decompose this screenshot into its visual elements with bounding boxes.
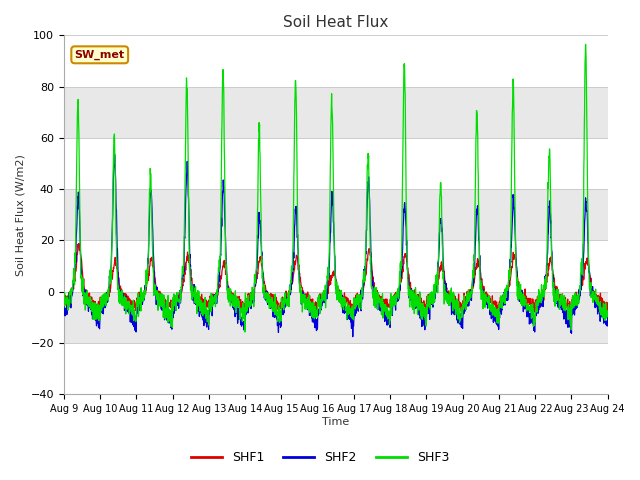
X-axis label: Time: Time	[322, 417, 349, 427]
Legend: SHF1, SHF2, SHF3: SHF1, SHF2, SHF3	[186, 446, 454, 469]
Bar	[64, 138, 608, 189]
Y-axis label: Soil Heat Flux (W/m2): Soil Heat Flux (W/m2)	[15, 154, 25, 276]
Title: Soil Heat Flux: Soil Heat Flux	[283, 15, 388, 30]
Text: SW_met: SW_met	[75, 50, 125, 60]
Bar	[64, 240, 608, 291]
Bar	[64, 36, 608, 86]
Bar	[64, 343, 608, 394]
